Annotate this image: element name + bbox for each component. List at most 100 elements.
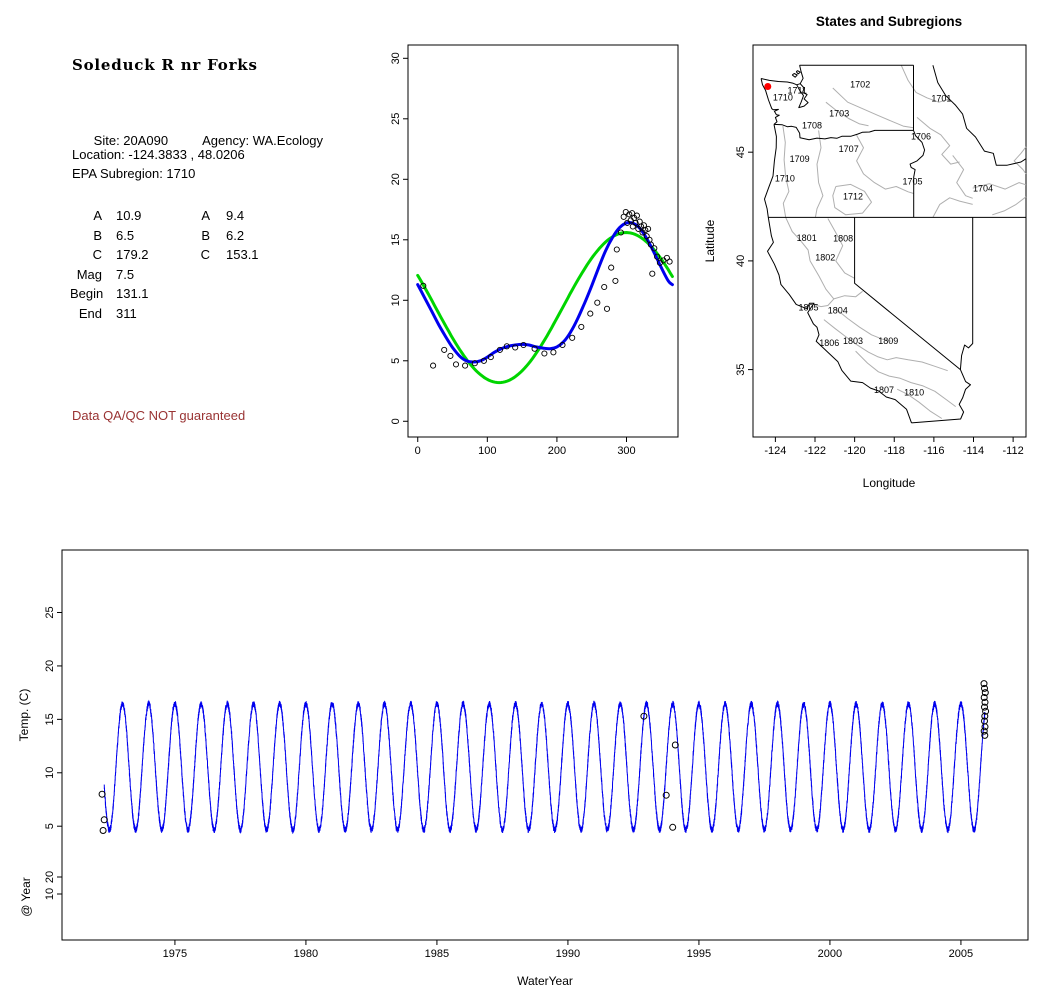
ts-chart-layer: 1975 1980 1985 1990 1995 2000 2005 5 10 15 20 25 10 2… [44,549,1029,960]
y-tick-label: 15 [44,713,56,725]
map-x-axis-title: Longitude [863,476,916,490]
observation-point [982,707,990,715]
subregion-border [932,197,973,218]
x-tick-label: 300 [617,445,635,457]
subregion-border [812,298,835,308]
observation-point [980,694,988,701]
y-tick-label: 40 [735,255,747,267]
observation-point [98,790,106,798]
y-tick-label: 45 [735,146,747,158]
x-tick-label: 200 [548,445,566,457]
data-point [601,283,608,291]
subregion-label: 1707 [839,144,859,154]
data-point [651,245,658,252]
data-point [603,305,611,312]
subregion-border [835,308,892,342]
data-point [541,350,548,357]
subregion-border [827,218,855,279]
epa-subregion-line: EPA Subregion: 1710 [72,166,196,181]
data-point [587,310,594,317]
x-tick-label: -124 [764,445,786,457]
observation-point [980,727,988,735]
agency-label: Agency: WA.Ecology [202,133,324,148]
param-value: 6.2 [226,227,245,243]
x-tick-label: 1990 [556,948,580,960]
subregion-label: 1801 [797,233,817,243]
y-tick-label: 15 [390,234,402,246]
data-point [645,225,652,232]
subregion-label: 1708 [802,121,822,131]
subregion-border [916,117,960,165]
state-border [911,369,971,424]
state-border [909,130,926,218]
subregion-border [832,87,914,129]
x-tick-label: -112 [1003,445,1024,457]
subregion-border [856,134,914,194]
subregion-border [785,217,811,261]
data-point [649,270,656,277]
map-y-axis-title: Latitude [703,219,717,262]
y-tick-label: 0 [390,418,402,424]
data-point [462,362,469,369]
param-label: A [201,208,210,223]
subregion-label: 1804 [828,306,848,316]
subregion-label: 1807 [874,385,894,395]
data-point [471,360,478,367]
data-point [647,241,654,248]
data-point [638,223,645,230]
state-border [796,83,809,109]
param-label: C [200,247,210,262]
x-tick-label: -118 [884,445,905,457]
subregion-label: 1704 [973,183,993,193]
observation-point [99,827,107,834]
data-point [626,211,633,218]
data-point [520,341,527,349]
x-tick-label: -120 [844,445,866,457]
param-value [220,306,290,326]
qaqc-warning: Data QA/QC NOT guaranteed [72,408,246,423]
observation-point [981,712,989,720]
y-tick-label: 5 [390,358,402,364]
subregion-border [832,183,872,216]
data-point [642,227,649,234]
param-label: A [93,208,102,223]
site-agency-line: Site: 20A090 Agency: WA.Ecology [72,118,323,163]
subregion-label: 1711 [788,86,807,96]
subregion-label: 1701 [931,94,951,104]
data-point [430,362,437,369]
param-value: 7.5 [116,266,135,282]
data-point [608,264,615,271]
subregion-label: 1712 [843,191,863,201]
seasonal-fit-green-curve [416,230,674,385]
subregion-label: 1705 [902,176,922,186]
data-point [441,346,448,353]
subregion-label: 1702 [850,79,870,89]
state-border [760,78,797,86]
subregion-label: 1710 [775,174,795,184]
param-value: 6.5 [116,227,135,243]
observation-point [981,698,989,706]
param-value: 311 [116,305,137,321]
x-tick-label: -116 [923,445,944,457]
param-value [220,267,290,287]
site-info-panel: Soleduck R nr Forks Site: 20A090 Agency: … [62,50,392,450]
x-tick-label: 1975 [163,948,187,960]
param-label [178,286,220,306]
subregion-label: 1706 [911,132,931,142]
observation-point [100,816,108,824]
data-point [559,341,566,349]
seasonal-chart-layer: 0 100 200 300 0 5 10 15 20 25 30 [390,44,679,457]
observation-point [669,823,677,831]
data-point [569,334,576,341]
y-tick-label: 5 [44,823,56,829]
y-tick-label: 10 [44,767,56,779]
ts-y-axis-title: Temp. (C) [17,689,31,742]
data-point [613,246,620,253]
subregion-border [782,126,790,218]
data-point [496,346,503,353]
param-value: 131.1 [116,286,149,301]
subregion-border [896,388,943,419]
location-line: Location: -124.3833 , 48.0206 [72,147,245,162]
data-point [503,343,510,350]
subregion-label: 1810 [904,387,924,397]
